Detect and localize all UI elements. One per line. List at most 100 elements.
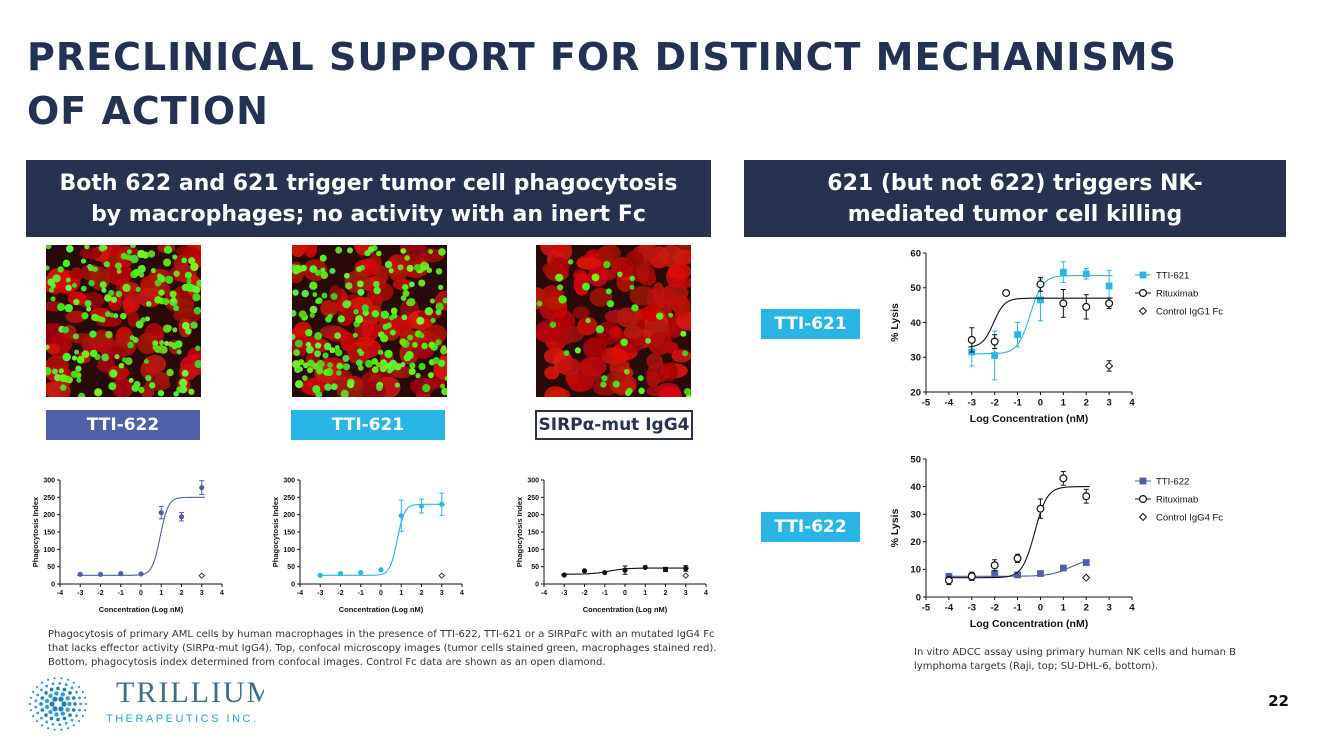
tumor-cell <box>46 245 52 250</box>
tumor-cell <box>62 259 71 268</box>
tumor-cell <box>77 392 86 397</box>
tumor-cell <box>567 259 574 265</box>
logo-dot <box>81 715 84 717</box>
tumor-cell <box>138 272 145 278</box>
tumor-cell <box>325 316 332 323</box>
logo-dot <box>78 696 81 700</box>
tumor-cell <box>194 359 201 369</box>
tumor-cell <box>114 262 122 270</box>
tumor-cell <box>384 349 393 359</box>
logo-dot <box>56 717 60 722</box>
tumor-cell <box>152 340 159 347</box>
logo-dot <box>68 713 72 717</box>
macrophage-cell <box>671 349 691 363</box>
legend-item: Control IgG4 Fc <box>1138 513 1223 524</box>
tumor-cell <box>365 359 373 368</box>
logo-dot <box>58 682 62 685</box>
logo-dot <box>60 728 63 731</box>
x-tick-label: -3 <box>968 398 976 409</box>
tumor-cell <box>406 299 413 307</box>
tumor-cell <box>413 264 421 271</box>
tumor-cell <box>298 310 307 319</box>
x-tick-label: -4 <box>945 398 954 409</box>
tumor-cell <box>80 258 87 264</box>
logo-dot <box>72 724 75 727</box>
legend-item: TTI-622 <box>1135 477 1189 488</box>
logo-dot <box>84 709 87 712</box>
data-point <box>1082 302 1091 311</box>
data-point <box>581 568 588 574</box>
tumor-cell <box>144 316 150 322</box>
tumor-cell <box>145 301 152 307</box>
tumor-cell <box>62 352 71 362</box>
tumor-cell <box>355 359 363 367</box>
y-tick-label: 300 <box>527 477 539 484</box>
right-caption-line2: lymphoma targets (Raji, top; SU-DHL-6, b… <box>914 661 1159 672</box>
tumor-cell <box>46 367 52 376</box>
tumor-cell <box>408 368 416 375</box>
data-point <box>358 569 364 576</box>
tumor-cell <box>402 284 409 291</box>
x-tick-label: -2 <box>990 398 998 409</box>
y-tick-label: 20 <box>910 387 921 398</box>
macrophage-cell <box>646 353 663 370</box>
tumor-cell <box>128 377 134 383</box>
label-right-tti622: TTI-622 <box>761 512 860 542</box>
tumor-cell <box>65 277 71 283</box>
tumor-cell <box>337 315 345 323</box>
tumor-cell <box>387 368 393 374</box>
tumor-cell <box>101 353 109 362</box>
tumor-cell <box>358 350 365 356</box>
y-tick-label: 40 <box>910 318 921 329</box>
tumor-cell <box>416 316 425 325</box>
tumor-cell <box>98 245 106 252</box>
tumor-cell <box>371 310 380 318</box>
logo-dot <box>29 703 31 705</box>
tumor-cell <box>629 275 636 282</box>
x-tick-label: -3 <box>77 590 83 597</box>
tumor-cell <box>426 267 433 274</box>
tumor-cell <box>52 274 61 283</box>
chart-phagocytosis-tti621: 0 50 100 150 200 250 300 -4 -3 -2 -1 0 1 2 3 4 Concentra… <box>271 477 464 614</box>
chart-adcc-tti622: 0 10 20 30 40 50 -5 -4 -3 -2 -1 0 1 2 3 4 Log Concentrat… <box>889 454 1223 630</box>
logo-dot <box>41 724 44 727</box>
tumor-cell <box>442 297 447 304</box>
tumor-cell <box>432 357 440 364</box>
tumor-cell <box>323 342 332 351</box>
tumor-cell <box>47 278 55 286</box>
tumor-cell <box>356 266 362 273</box>
logo-dot <box>64 721 68 725</box>
tumor-cell <box>108 382 117 391</box>
y-tick-label: 200 <box>43 512 55 519</box>
tumor-cell <box>400 248 407 254</box>
tumor-cell <box>346 247 353 254</box>
macrophage-cell <box>550 318 566 339</box>
logo-dot <box>41 681 44 684</box>
tumor-cell <box>394 382 400 388</box>
macrophage-cell <box>70 268 85 280</box>
legend-item: Rituximab <box>1135 289 1198 300</box>
y-tick-label: 200 <box>283 512 295 519</box>
left-caption: Phagocytosis of primary AML cells by hum… <box>48 628 728 670</box>
legend-label: Control IgG4 Fc <box>1156 513 1223 524</box>
tumor-cell <box>343 272 350 279</box>
tumor-cell <box>441 388 447 396</box>
data-point <box>990 561 999 570</box>
tumor-cell <box>637 375 644 382</box>
y-tick-label: 50 <box>287 564 295 571</box>
tumor-cell <box>185 328 192 335</box>
tumor-cell <box>173 305 180 312</box>
data-point <box>1002 288 1011 297</box>
tumor-cell <box>157 389 165 397</box>
tumor-cell <box>427 372 435 379</box>
data-point <box>1138 306 1148 316</box>
data-point <box>602 569 608 576</box>
x-tick-label: -4 <box>541 590 547 597</box>
macrophage-cell <box>544 386 568 397</box>
logo-dot <box>40 716 43 720</box>
left-banner: Both 622 and 621 trigger tumor cell phag… <box>26 160 711 237</box>
series-control-igg1-fc <box>1105 360 1114 372</box>
tumor-cell <box>104 294 112 302</box>
fit-curve <box>317 503 445 576</box>
tumor-cell <box>645 337 651 344</box>
